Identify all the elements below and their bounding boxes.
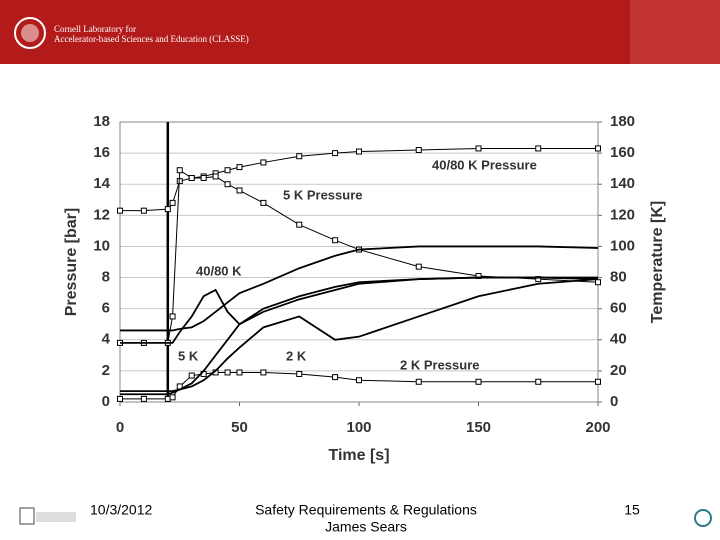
x-tick-label: 0 xyxy=(116,419,124,436)
series-marker xyxy=(475,145,482,152)
plot-frame xyxy=(119,121,599,403)
series-line xyxy=(120,276,598,396)
series-marker xyxy=(332,237,339,244)
footer-page: 15 xyxy=(624,502,640,518)
y2-axis-label: Temperature [K] xyxy=(649,201,666,323)
series-marker xyxy=(595,378,601,385)
series-marker xyxy=(188,372,195,379)
series-marker xyxy=(475,378,482,385)
series-line xyxy=(120,278,599,393)
x-tick-label: 50 xyxy=(231,419,248,436)
series-marker xyxy=(260,369,267,376)
series-marker xyxy=(296,371,303,377)
y2-tick-label: 140 xyxy=(610,175,635,192)
series-marker xyxy=(260,159,267,166)
footer-logo-text xyxy=(36,512,76,522)
series-marker xyxy=(176,167,183,174)
y2-tick-label: 120 xyxy=(610,206,635,223)
series-marker xyxy=(212,173,219,180)
series-marker xyxy=(356,148,362,155)
cornell-seal xyxy=(14,17,46,49)
y-tick-label: 6 xyxy=(102,300,110,317)
footer-title: Safety Requirements & Regulations xyxy=(255,502,477,518)
series-marker xyxy=(535,378,542,385)
footer-date: 10/3/2012 xyxy=(90,502,152,518)
y2-tick-label: 100 xyxy=(610,237,635,254)
series-marker xyxy=(224,369,231,376)
series-marker xyxy=(415,378,422,385)
series-marker xyxy=(224,167,231,174)
series-marker xyxy=(415,147,422,153)
series-marker xyxy=(595,145,601,152)
series-marker xyxy=(475,273,482,279)
series-label: 40/80 K xyxy=(196,263,242,278)
series-marker xyxy=(415,263,422,270)
series-marker xyxy=(356,377,362,384)
y-tick-label: 0 xyxy=(102,393,110,410)
footer-logo xyxy=(19,507,35,525)
series-label: 40/80 K Pressure xyxy=(432,157,537,172)
series-label: 2 K Pressure xyxy=(400,357,480,372)
y-tick-label: 8 xyxy=(102,269,110,286)
y2-tick-label: 20 xyxy=(610,362,627,379)
series-marker xyxy=(164,395,171,402)
series-marker xyxy=(595,279,601,286)
footer-author: James Sears xyxy=(325,519,407,535)
footer-logo-right xyxy=(694,509,712,527)
y-tick-label: 14 xyxy=(93,175,110,192)
series-line xyxy=(120,169,599,344)
y-tick-label: 16 xyxy=(93,144,110,161)
series-marker xyxy=(169,199,176,206)
series-marker xyxy=(535,145,542,152)
y2-tick-label: 0 xyxy=(610,393,618,410)
y-tick-label: 4 xyxy=(102,331,111,348)
series-marker xyxy=(535,276,542,283)
series-marker xyxy=(117,395,123,402)
series-marker xyxy=(296,153,303,160)
y-axis-label: Pressure [bar] xyxy=(63,208,80,317)
y-tick-label: 2 xyxy=(102,362,110,379)
series-marker xyxy=(164,206,171,213)
header-line-1: Cornell Laboratory for xyxy=(54,24,136,34)
series-marker xyxy=(224,181,231,188)
y2-tick-label: 160 xyxy=(610,144,635,161)
series-marker xyxy=(140,395,147,402)
chart: 0246810121416180204060801001201401601800… xyxy=(55,100,670,478)
series-marker xyxy=(332,374,339,381)
y2-tick-label: 40 xyxy=(610,331,627,348)
x-tick-label: 200 xyxy=(585,419,610,436)
header-line-2: Accelerator-based Sciences and Education… xyxy=(54,34,249,44)
series-label: 2 K xyxy=(286,348,307,363)
series-marker xyxy=(188,175,195,181)
y2-tick-label: 80 xyxy=(610,269,627,286)
series-marker xyxy=(236,164,243,171)
cornell-seal-inner xyxy=(21,24,39,42)
series-marker xyxy=(332,150,339,157)
series-marker xyxy=(260,199,267,206)
header-photo xyxy=(630,0,720,64)
series-marker xyxy=(117,207,123,214)
y-tick-label: 18 xyxy=(93,113,110,130)
header-band xyxy=(0,0,720,64)
chart-background xyxy=(55,100,670,478)
x-tick-label: 100 xyxy=(346,419,371,436)
series-label: 5 K xyxy=(178,348,199,363)
x-tick-label: 150 xyxy=(466,419,491,436)
y-tick-label: 12 xyxy=(93,206,110,223)
series-marker xyxy=(169,313,176,320)
series-line xyxy=(120,245,599,332)
series-marker xyxy=(236,369,243,376)
series-marker xyxy=(200,175,207,181)
series-marker xyxy=(140,207,147,214)
y2-tick-label: 60 xyxy=(610,300,627,317)
series-label: 5 K Pressure xyxy=(283,187,363,202)
series-marker xyxy=(169,394,176,401)
series-marker xyxy=(236,187,243,194)
x-axis-label: Time [s] xyxy=(328,447,389,464)
y-tick-label: 10 xyxy=(93,237,110,254)
y2-tick-label: 180 xyxy=(610,113,635,130)
series-marker xyxy=(296,221,303,228)
